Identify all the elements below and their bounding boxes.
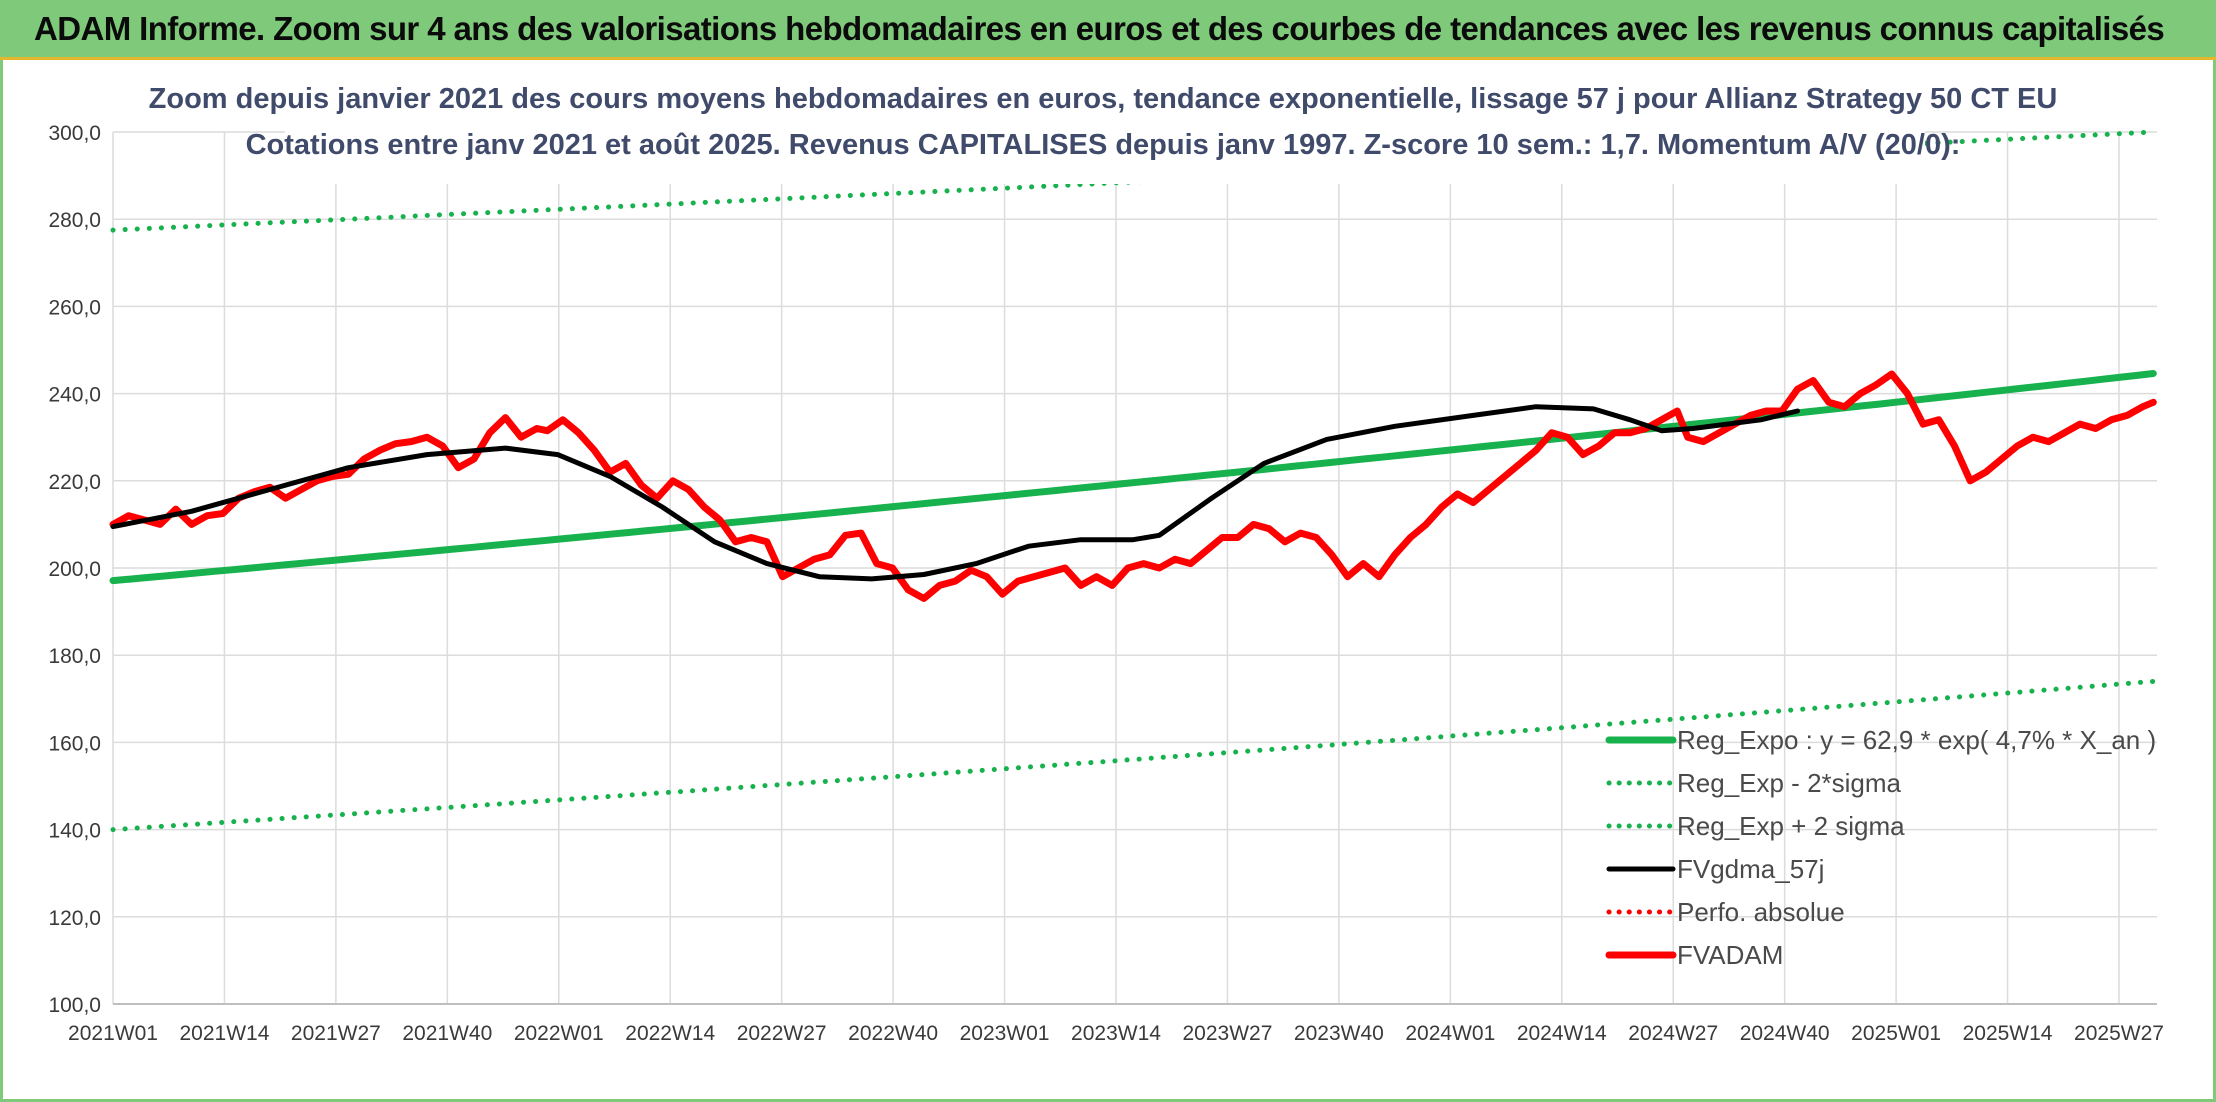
x-tick-label: 2021W01 <box>68 1022 158 1045</box>
legend-label: Reg_Expo : y = 62,9 * exp( 4,7% * X_an ) <box>1677 725 2156 755</box>
legend: Reg_Expo : y = 62,9 * exp( 4,7% * X_an )… <box>1605 725 2156 970</box>
x-tick-label: 2023W40 <box>1294 1022 1384 1045</box>
x-tick-label: 2025W14 <box>1963 1022 2053 1045</box>
x-tick-label: 2021W40 <box>402 1022 492 1045</box>
x-tick-label: 2021W27 <box>291 1022 381 1045</box>
x-tick-label: 2024W01 <box>1405 1022 1495 1045</box>
series-line-5 <box>109 370 2157 602</box>
y-tick-label: 220,0 <box>48 471 101 494</box>
title-background <box>285 66 1925 184</box>
x-tick-label: 2025W01 <box>1851 1022 1941 1045</box>
y-tick-label: 180,0 <box>48 645 101 668</box>
report-banner: ADAM Informe. Zoom sur 4 ans des valoris… <box>0 0 2216 60</box>
x-tick-label: 2022W40 <box>848 1022 938 1045</box>
y-tick-label: 140,0 <box>48 820 101 843</box>
series-line-2 <box>110 129 2156 233</box>
chart-subtitle: Cotations entre janv 2021 et août 2025. … <box>246 129 1961 161</box>
y-tick-label: 100,0 <box>48 994 101 1017</box>
y-tick-label: 160,0 <box>48 732 101 755</box>
y-tick-label: 260,0 <box>48 296 101 319</box>
series-line-0 <box>109 370 2157 585</box>
x-tick-label: 2023W14 <box>1071 1022 1161 1045</box>
x-tick-label: 2024W14 <box>1517 1022 1607 1045</box>
legend-label: Reg_Exp - 2*sigma <box>1677 768 1902 798</box>
x-tick-label: 2022W27 <box>737 1022 827 1045</box>
x-tick-label: 2024W27 <box>1628 1022 1718 1045</box>
x-tick-label: 2024W40 <box>1740 1022 1830 1045</box>
x-tick-label: 2023W01 <box>960 1022 1050 1045</box>
legend-label: FVgdma_57j <box>1677 854 1824 884</box>
y-tick-label: 200,0 <box>48 558 101 581</box>
y-tick-label: 300,0 <box>48 122 101 145</box>
series-line-1 <box>110 678 2156 833</box>
chart-title: Zoom depuis janvier 2021 des cours moyen… <box>149 83 2058 115</box>
x-tick-label: 2022W14 <box>625 1022 715 1045</box>
y-tick-label: 240,0 <box>48 384 101 407</box>
axes: 100,0 120,0 140,0 160,0 180,0 200,0 220,0 240,0… <box>48 122 2164 1045</box>
y-tick-label: 280,0 <box>48 209 101 232</box>
y-tick-label: 120,0 <box>48 907 101 930</box>
series-line-3 <box>110 404 1800 582</box>
chart-svg: 100,0 120,0 140,0 160,0 180,0 200,0 220,0 240,0… <box>48 66 2164 1045</box>
legend-label: Perfo. absolue <box>1677 897 1845 927</box>
chart-frame: 100,0 120,0 140,0 160,0 180,0 200,0 220,0 240,0… <box>0 60 2216 1102</box>
x-tick-label: 2021W14 <box>179 1022 269 1045</box>
x-tick-label: 2025W27 <box>2074 1022 2164 1045</box>
x-tick-label: 2022W01 <box>514 1022 604 1045</box>
series <box>109 129 2157 833</box>
legend-label: FVADAM <box>1677 940 1783 970</box>
report-title: ADAM Informe. Zoom sur 4 ans des valoris… <box>34 9 2165 47</box>
x-tick-label: 2023W27 <box>1182 1022 1272 1045</box>
legend-label: Reg_Exp + 2 sigma <box>1677 811 1905 841</box>
